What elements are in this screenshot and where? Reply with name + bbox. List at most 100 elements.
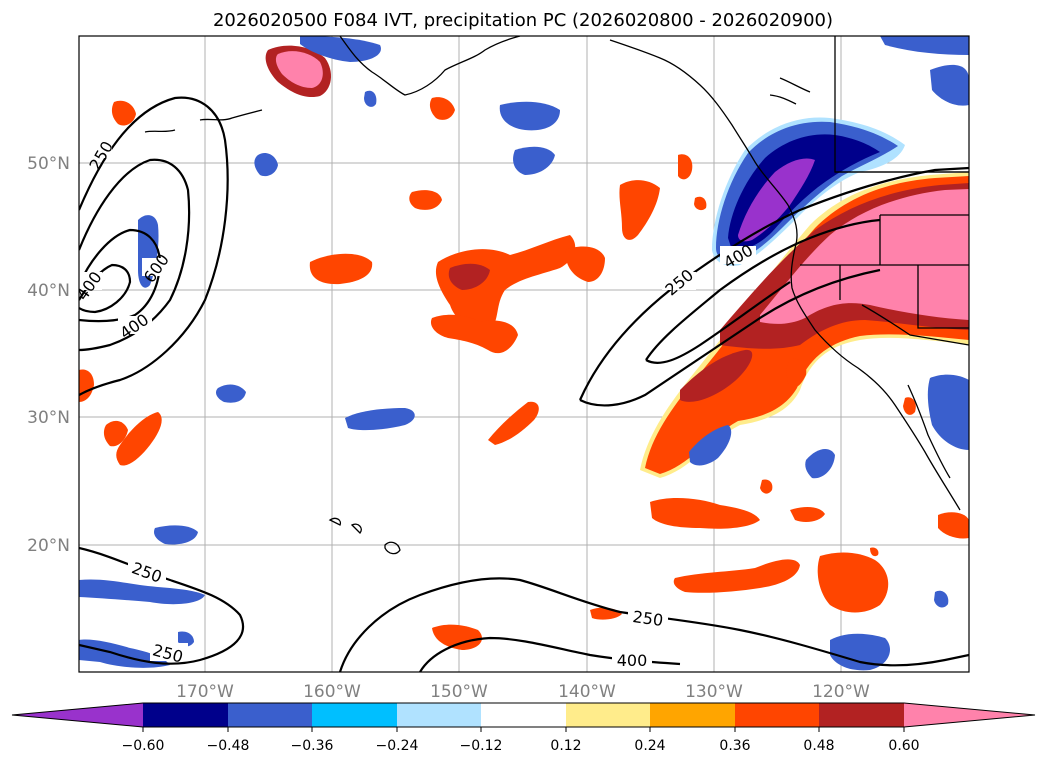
- colorbar-bin-8: [735, 703, 819, 727]
- clabel-bg-8: [628, 608, 668, 626]
- colorbar-bin-7: [650, 703, 735, 727]
- cbar-label-3: −0.36: [291, 738, 334, 754]
- shade-royal-e: [930, 64, 969, 106]
- border-states: [800, 214, 969, 329]
- contour-250-west: [79, 96, 229, 396]
- shade-blob-15: [216, 384, 246, 403]
- coast-gulf-of-alaska-bc: [609, 39, 798, 249]
- clabel-bg-7: [720, 246, 756, 264]
- clabel-bg-9: [150, 643, 188, 661]
- colorbar-bin-2: [228, 703, 312, 727]
- colorbar-bin-5: [481, 703, 566, 727]
- coastlines: [144, 36, 969, 555]
- contour-label-250-s: 250: [631, 607, 664, 630]
- shade-blob-8: [309, 253, 373, 285]
- lon-label-130: 130°W: [685, 682, 743, 702]
- shade-blob-18: [116, 412, 162, 466]
- shade-blob-14: [430, 314, 518, 354]
- shade-blob-42: [694, 196, 707, 211]
- shade-blob-41: [364, 90, 377, 107]
- shade-blob-30: [830, 633, 890, 671]
- coast-baja: [907, 384, 951, 479]
- shade-blob-5: [254, 153, 278, 177]
- cbar-label-7: 0.24: [634, 738, 665, 754]
- shade-blob-2: [513, 146, 555, 175]
- cbar-label-1: −0.60: [122, 738, 165, 754]
- shade-blob-28: [673, 559, 800, 593]
- shade-blob-10: [448, 263, 490, 290]
- coast-alaska-inlets: [769, 77, 811, 105]
- shade-blob-4: [111, 100, 136, 126]
- contour-400-ar: [645, 218, 881, 361]
- shade-blob-22: [650, 498, 760, 529]
- lon-label-150: 150°W: [430, 682, 488, 702]
- shade-blob-26: [927, 374, 969, 450]
- shade-blob-27: [817, 552, 889, 613]
- colorbar-extend-low: [12, 703, 143, 727]
- colorbar-bin-3: [312, 703, 397, 727]
- coast-us-west: [790, 247, 961, 511]
- shade-blob-25: [938, 512, 969, 539]
- contour-250-south: [338, 577, 969, 672]
- coast-alaska-south: [339, 36, 521, 96]
- colorbar-bin-4: [397, 703, 481, 727]
- cbar-label-5: −0.12: [460, 738, 503, 754]
- shade-royal-ak: [300, 36, 381, 62]
- colorbar: −0.60 −0.48 −0.36 −0.24 −0.12 0.12 0.24 …: [11, 702, 1036, 754]
- shade-blob-3: [429, 97, 455, 120]
- shade-blob-1: [499, 101, 560, 131]
- cbar-label-10: 0.60: [888, 738, 919, 754]
- contour-800-west: [79, 263, 132, 314]
- coast-hawaii: [328, 517, 401, 555]
- lon-label-170: 170°W: [176, 682, 234, 702]
- clabel-bg-2: [79, 272, 102, 290]
- contour-label-400-s: 400: [617, 651, 648, 670]
- shade-blob-29: [870, 547, 879, 557]
- colorbar-bin-9: [819, 703, 904, 727]
- cbar-label-8: 0.36: [719, 738, 750, 754]
- cbar-label-6: 0.12: [550, 738, 581, 754]
- clabel-bg-10: [612, 650, 652, 668]
- shade-firebrick-ar2: [680, 349, 753, 402]
- shade-blob-38: [934, 590, 949, 608]
- shade-blob-12: [619, 180, 660, 240]
- precip-shading: [79, 36, 969, 671]
- shade-blob-20: [689, 425, 732, 466]
- lat-label-40: 40°N: [27, 281, 70, 301]
- cbar-label-4: −0.24: [376, 738, 419, 754]
- lon-label-120: 120°W: [812, 682, 870, 702]
- colorbar-bin-1: [143, 703, 228, 727]
- shade-blob-17: [103, 420, 128, 447]
- map-frame: [78, 35, 970, 673]
- shade-blob-7: [409, 190, 442, 210]
- lon-label-160: 160°W: [303, 682, 361, 702]
- shade-blob-9: [435, 235, 576, 331]
- clabel-bg-3: [142, 258, 170, 276]
- shade-blob-40: [786, 358, 807, 388]
- shade-blob-13: [678, 154, 693, 180]
- border-us-mexico: [861, 304, 969, 346]
- contour-250-ar-lower: [579, 268, 881, 407]
- clabel-bg-6: [128, 562, 166, 580]
- clabel-bg-5: [662, 272, 696, 290]
- shade-blob-24: [760, 479, 773, 494]
- shade-blob-31: [79, 579, 205, 605]
- shade-pink-ak: [275, 51, 323, 88]
- shade-blob-16: [345, 408, 415, 431]
- coast-aleutians: [144, 109, 263, 133]
- clabel-bg-1: [88, 140, 112, 158]
- map-panel: 250 400 600 400 250 250 400 250 250 250: [78, 35, 970, 673]
- shade-blob-39: [903, 397, 916, 415]
- clabel-bg-4: [118, 316, 152, 334]
- shade-blob-21: [805, 448, 835, 479]
- shade-blob-11: [565, 246, 605, 282]
- shade-blob-23: [790, 506, 825, 522]
- colorbar-extend-high: [904, 703, 1035, 727]
- shade-blob-34: [178, 631, 194, 647]
- lat-label-50: 50°N: [27, 154, 70, 174]
- shade-purple-bc: [738, 158, 815, 242]
- lon-label-140: 140°W: [558, 682, 616, 702]
- shade-blob-33: [154, 525, 198, 545]
- cbar-label-2: −0.48: [207, 738, 250, 754]
